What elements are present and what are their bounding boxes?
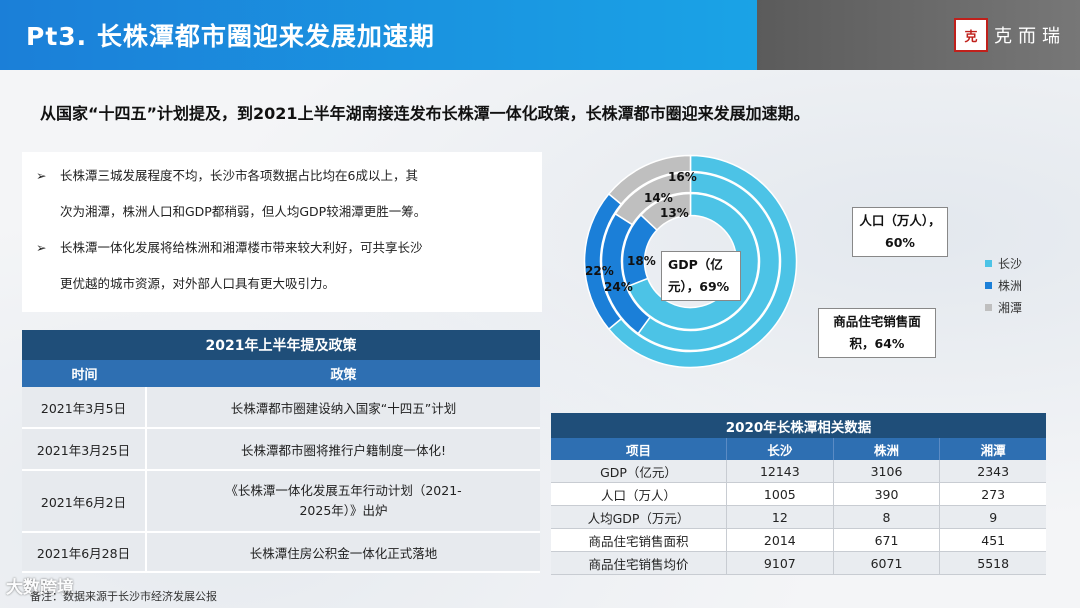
logo-seal-icon: 克 <box>954 18 988 52</box>
header-cell: 时间 <box>71 368 98 383</box>
arrow-icon: ➢ <box>36 240 47 255</box>
bullet-item: ➢ 长株潭一体化发展将给株洲和湘潭楼市带来较大利好，可共享长沙 更优越的城市资源… <box>36 230 528 302</box>
data-table: 2020年长株潭相关数据 项目 长沙 株洲 湘潭 GDP（亿元） 12143 3… <box>551 413 1046 575</box>
policy-cell: 长株潭都市圈建设纳入国家“十四五”计划 <box>230 400 457 416</box>
page-title: Pt3. 长株潭都市圈迎来发展加速期 <box>26 22 435 51</box>
data-table-body: GDP（亿元） 12143 3106 2343 人口（万人） 1005 390 … <box>551 460 1046 575</box>
area-callout: 商品住宅销售面 积，64% <box>818 308 936 358</box>
table-row: 2021年6月2日 《长株潭一体化发展五年行动计划（2021-2025年）》出炉 <box>22 471 540 533</box>
table-row: GDP（亿元） 12143 3106 2343 <box>551 460 1046 483</box>
bullet-line: 更优越的城市资源，对外部人口具有更大吸引力。 <box>60 276 336 291</box>
data-label: 24% <box>604 280 633 294</box>
donut-slice <box>614 171 692 226</box>
legend-item: 湘潭 <box>985 296 1022 318</box>
data-label: 14% <box>644 191 673 205</box>
date-cell: 2021年6月28日 <box>22 533 147 571</box>
footer-note: 备注：数据来源于长沙市经济发展公报 <box>30 590 217 603</box>
legend-swatch <box>985 303 992 311</box>
legend-item: 长沙 <box>985 252 1022 274</box>
table-row: 商品住宅销售均价 9107 6071 5518 <box>551 552 1046 575</box>
policy-cell: 长株潭住房公积金一体化正式落地 <box>249 545 438 561</box>
logo-text: 克而瑞 <box>994 26 1066 47</box>
date-cell: 2021年6月2日 <box>22 471 147 531</box>
header-cell: 政策 <box>330 368 357 383</box>
logo-area: 克 克而瑞 <box>757 0 1080 70</box>
policy-table-title: 2021年上半年提及政策 <box>22 330 540 360</box>
date-cell: 2021年3月25日 <box>22 429 147 469</box>
data-label: 13% <box>660 206 689 220</box>
population-callout: 人口（万人）， 60% <box>852 207 948 257</box>
legend-item: 株洲 <box>985 274 1022 296</box>
gdp-callout: GDP（亿 元），69% <box>661 251 741 301</box>
bullet-line: 长株潭一体化发展将给株洲和湘潭楼市带来较大利好，可共享长沙 <box>60 240 423 255</box>
policy-cell: 长株潭都市圈将推行户籍制度一体化! <box>240 442 446 458</box>
data-label: 18% <box>627 254 656 268</box>
policy-table-header: 时间 政策 <box>22 360 540 387</box>
data-table-title: 2020年长株潭相关数据 <box>551 413 1046 438</box>
watermark: 大数跨境 <box>6 578 74 598</box>
chart-legend: 长沙 株洲 湘潭 <box>985 252 1022 318</box>
legend-swatch <box>985 259 992 267</box>
bullet-item: ➢ 长株潭三城发展程度不均，长沙市各项数据占比均在6成以上，其 次为湘潭，株洲人… <box>36 158 528 230</box>
data-label: 22% <box>585 264 614 278</box>
table-row: 2021年3月25日 长株潭都市圈将推行户籍制度一体化! <box>22 429 540 471</box>
header-bar: Pt3. 长株潭都市圈迎来发展加速期 <box>0 0 757 70</box>
legend-swatch <box>985 281 992 289</box>
policy-table: 2021年上半年提及政策 时间 政策 2021年3月5日 长株潭都市圈建设纳入国… <box>22 330 540 573</box>
donut-slice <box>637 171 781 352</box>
table-row: 商品住宅销售面积 2014 671 451 <box>551 529 1046 552</box>
data-table-header: 项目 长沙 株洲 湘潭 <box>551 438 1046 460</box>
table-row: 人均GDP（万元） 12 8 9 <box>551 506 1046 529</box>
arrow-icon: ➢ <box>36 168 47 183</box>
donut-slice <box>639 192 692 232</box>
policy-cell: 《长株潭一体化发展五年行动计划（2021-2025年）》出炉 <box>225 483 462 518</box>
table-row: 2021年6月28日 长株潭住房公积金一体化正式落地 <box>22 533 540 573</box>
date-cell: 2021年3月5日 <box>22 387 147 427</box>
data-label: 16% <box>668 170 697 184</box>
headline: 从国家“十四五”计划提及，到2021上半年湖南接连发布长株潭一体化政策，长株潭都… <box>40 104 810 123</box>
table-row: 人口（万人） 1005 390 273 <box>551 483 1046 506</box>
bullet-line: 次为湘潭，株洲人口和GDP都稍弱，但人均GDP较湘潭更胜一筹。 <box>60 204 427 219</box>
bullet-panel: ➢ 长株潭三城发展程度不均，长沙市各项数据占比均在6成以上，其 次为湘潭，株洲人… <box>22 152 542 312</box>
donut-slice <box>607 154 692 206</box>
table-row: 2021年3月5日 长株潭都市圈建设纳入国家“十四五”计划 <box>22 387 540 429</box>
bullet-line: 长株潭三城发展程度不均，长沙市各项数据占比均在6成以上，其 <box>60 168 418 183</box>
